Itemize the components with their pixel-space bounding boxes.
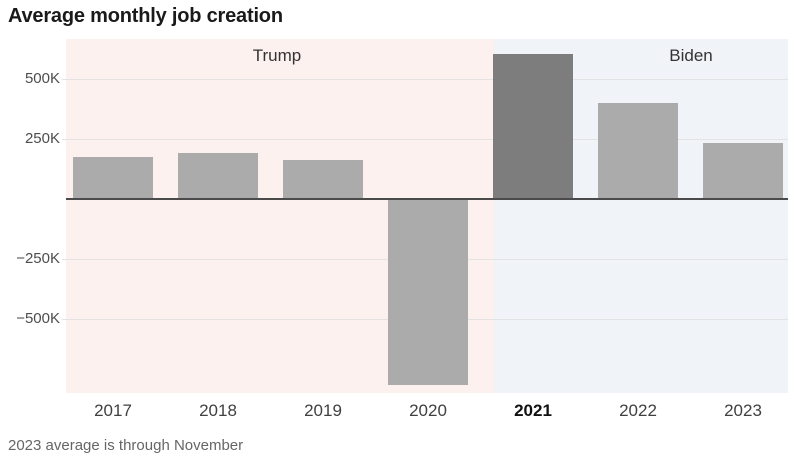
chart-title: Average monthly job creation — [8, 5, 283, 27]
bar-2018 — [178, 152, 258, 199]
bar-2019 — [283, 159, 363, 199]
bar-2021 — [493, 53, 573, 199]
x-axis-label-2019: 2019 — [304, 401, 342, 420]
biden-era-label: Biden — [669, 46, 713, 65]
y-axis-label: 500K — [24, 70, 60, 87]
x-axis-label-2021: 2021 — [514, 401, 552, 420]
x-axis-label-2020: 2020 — [409, 401, 447, 420]
gridline-500K — [62, 79, 788, 80]
trump-era-label: Trump — [252, 46, 302, 65]
bar-2022 — [598, 103, 678, 199]
bar-2017 — [73, 156, 153, 199]
footnote: 2023 average is through November — [8, 437, 244, 454]
x-axis-label-2023: 2023 — [724, 401, 762, 420]
x-axis-label-2017: 2017 — [94, 401, 132, 420]
x-axis-label-2022: 2022 — [619, 401, 657, 420]
y-axis-label: 250K — [24, 130, 60, 147]
bar-2023 — [703, 143, 783, 199]
bar-2020 — [388, 199, 468, 385]
gridline-250K — [62, 139, 788, 140]
x-axis-label-2018: 2018 — [199, 401, 237, 420]
zero-axis-line — [66, 198, 788, 200]
y-axis-label: −250K — [16, 250, 60, 267]
y-axis-label: −500K — [16, 310, 60, 327]
